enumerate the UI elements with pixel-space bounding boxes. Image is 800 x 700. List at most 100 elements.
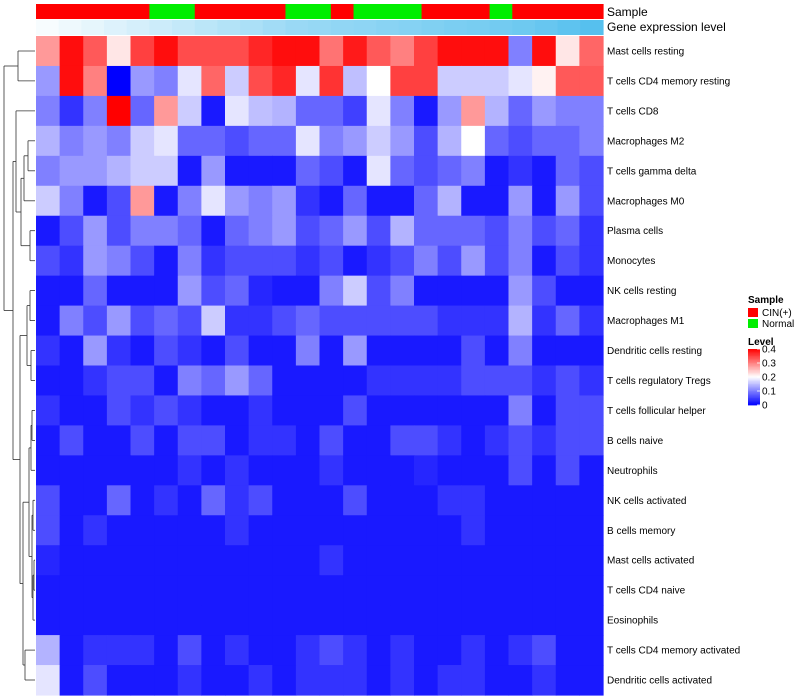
expression-annotation-cell bbox=[376, 20, 400, 35]
heatmap-cell bbox=[130, 245, 155, 277]
heatmap-cell bbox=[414, 605, 439, 636]
heatmap-cell bbox=[272, 365, 297, 397]
heatmap-cell bbox=[83, 425, 108, 456]
heatmap-cell bbox=[130, 545, 155, 576]
heatmap-cell bbox=[532, 665, 557, 696]
row-label: NK cells resting bbox=[607, 286, 676, 297]
heatmap-cell bbox=[414, 95, 439, 127]
legend-gradient-step bbox=[748, 375, 760, 378]
legend-gradient-step bbox=[748, 389, 760, 392]
heatmap-cell bbox=[83, 275, 108, 307]
heatmap-cell bbox=[83, 395, 108, 426]
heatmap-cell bbox=[437, 515, 462, 546]
heatmap-cell bbox=[437, 365, 462, 397]
heatmap-cell bbox=[225, 305, 250, 337]
heatmap-cell bbox=[319, 185, 344, 217]
legend-tick-label: 0.4 bbox=[762, 345, 776, 356]
heatmap-cell bbox=[319, 455, 344, 486]
sample-annotation-cell bbox=[512, 4, 536, 19]
heatmap-cell bbox=[59, 245, 84, 277]
heatmap-cell bbox=[201, 95, 226, 127]
heatmap-cell bbox=[390, 245, 415, 277]
heatmap-cell bbox=[390, 365, 415, 397]
heatmap-cell bbox=[484, 36, 510, 67]
heatmap-cell bbox=[319, 395, 344, 426]
heatmap-cell bbox=[366, 665, 391, 696]
heatmap-cell bbox=[555, 95, 580, 127]
legend-tick-label: 0.1 bbox=[762, 387, 776, 398]
heatmap-cell bbox=[532, 515, 557, 546]
heatmap-cell bbox=[484, 95, 510, 127]
heatmap-cell bbox=[343, 245, 368, 277]
heatmap-cell bbox=[225, 455, 250, 486]
legend-gradient-step bbox=[748, 365, 760, 368]
heatmap-cell bbox=[225, 665, 250, 696]
sample-annotation-cell bbox=[534, 4, 559, 19]
heatmap-cell bbox=[36, 245, 61, 277]
heatmap-cell bbox=[59, 515, 84, 546]
heatmap-cell bbox=[343, 275, 368, 307]
heatmap-cell bbox=[579, 185, 604, 217]
legend-gradient-step bbox=[748, 403, 760, 406]
heatmap-cell bbox=[225, 515, 250, 546]
expression-annotation-cell bbox=[126, 20, 150, 35]
row-label: T cells follicular helper bbox=[607, 406, 706, 417]
row-label: Mast cells resting bbox=[607, 46, 684, 57]
heatmap-cell bbox=[59, 185, 84, 217]
heatmap-cell bbox=[83, 36, 108, 67]
heatmap-cell bbox=[461, 125, 486, 157]
heatmap-cell bbox=[106, 395, 132, 426]
heatmap-cell bbox=[272, 215, 297, 247]
legend-entry-label: CIN(+) bbox=[762, 308, 792, 319]
heatmap-cell bbox=[366, 65, 391, 97]
heatmap-cell bbox=[177, 575, 202, 606]
heatmap-cell bbox=[532, 335, 557, 367]
heatmap-cell bbox=[130, 185, 155, 217]
legend-gradient-step bbox=[748, 353, 760, 355]
heatmap-cell bbox=[461, 605, 486, 636]
heatmap-cell bbox=[366, 275, 391, 307]
heatmap-cell bbox=[414, 515, 439, 546]
heatmap-cell bbox=[319, 275, 344, 307]
sample-annotation-cell bbox=[36, 4, 60, 19]
heatmap-cell bbox=[390, 95, 415, 127]
heatmap-cell bbox=[225, 485, 250, 516]
heatmap-cell bbox=[319, 575, 344, 606]
heatmap-cell bbox=[248, 335, 273, 367]
heatmap-cell bbox=[130, 335, 155, 367]
heatmap-cell bbox=[461, 335, 486, 367]
heatmap-cell bbox=[532, 215, 557, 247]
expression-annotation-cell bbox=[217, 20, 241, 35]
heatmap-cell bbox=[319, 515, 344, 546]
heatmap-cell bbox=[343, 635, 368, 666]
heatmap-cell bbox=[437, 425, 462, 456]
heatmap-cell bbox=[555, 125, 580, 157]
heatmap-cell bbox=[177, 275, 202, 307]
heatmap-cell bbox=[130, 515, 155, 546]
row-label: T cells CD4 memory resting bbox=[607, 76, 730, 87]
heatmap-cell bbox=[508, 36, 533, 67]
sample-annotation-cell bbox=[444, 4, 468, 19]
heatmap-cell bbox=[579, 65, 604, 97]
heatmap-cell bbox=[225, 545, 250, 576]
heatmap-cell bbox=[154, 425, 179, 456]
heatmap-cell bbox=[154, 365, 179, 397]
legend-gradient-step bbox=[748, 398, 760, 400]
heatmap-cell bbox=[508, 515, 533, 546]
heatmap-cell bbox=[579, 365, 604, 397]
row-label: Dendritic cells activated bbox=[607, 676, 712, 687]
heatmap-cell bbox=[555, 155, 580, 187]
row-label: Mast cells activated bbox=[607, 556, 694, 567]
heatmap-cell bbox=[106, 185, 132, 217]
heatmap-cell bbox=[272, 545, 297, 576]
heatmap-cell bbox=[154, 635, 179, 666]
heatmap-cell bbox=[225, 65, 250, 97]
heatmap-cell bbox=[201, 485, 226, 516]
heatmap-cell bbox=[579, 125, 604, 157]
heatmap-cell bbox=[201, 215, 226, 247]
heatmap-cell bbox=[555, 425, 580, 456]
heatmap-cell bbox=[59, 125, 84, 157]
expression-annotation-cell bbox=[512, 20, 536, 35]
heatmap-cell bbox=[130, 425, 155, 456]
heatmap-cell bbox=[59, 665, 84, 696]
